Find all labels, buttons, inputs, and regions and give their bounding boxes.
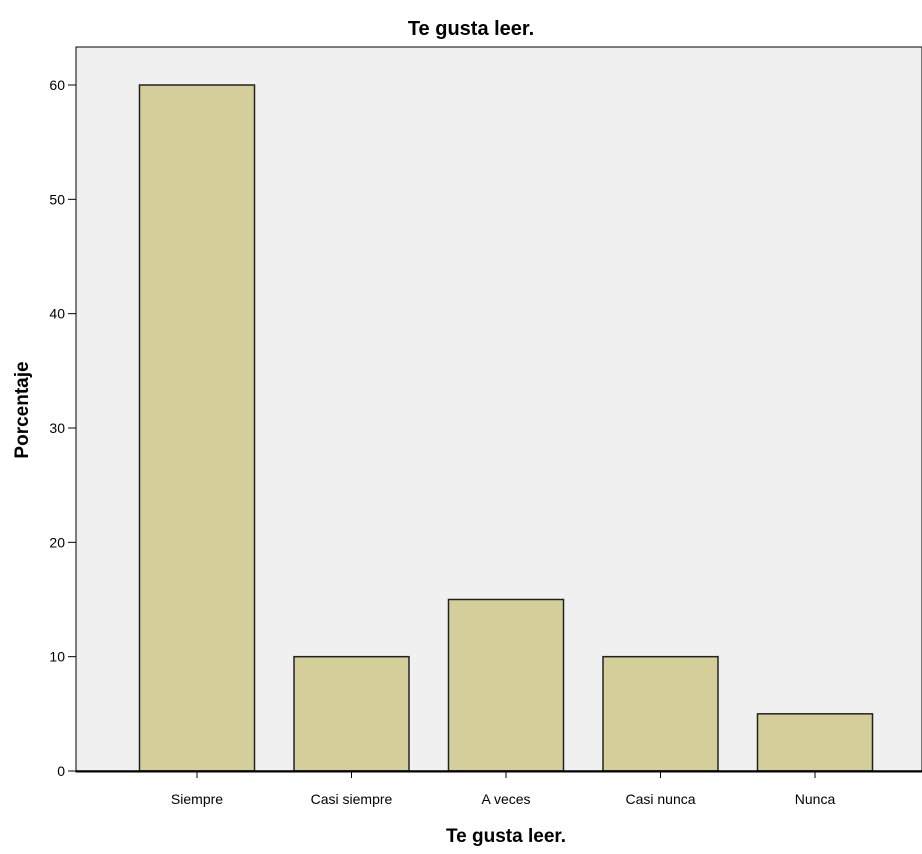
y-tick-label: 40: [49, 306, 65, 322]
y-axis-label: Porcentaje: [12, 361, 33, 458]
y-axis: 0 10 20 30 40 50 60: [49, 47, 77, 779]
y-tick-label: 60: [49, 77, 65, 93]
x-tick-label: Casi siempre: [311, 791, 393, 807]
x-tick-label: Nunca: [795, 791, 836, 807]
y-tick-label: 50: [49, 191, 65, 207]
x-axis-label: Te gusta leer.: [446, 826, 566, 847]
x-tick-label: Siempre: [171, 791, 223, 807]
y-tick-label: 20: [49, 534, 65, 550]
y-tick-label: 30: [49, 420, 65, 436]
y-tick-label: 0: [57, 763, 65, 779]
bar: [293, 655, 410, 772]
x-tick-label: A veces: [481, 791, 530, 807]
chart-title: Te gusta leer.: [408, 18, 534, 40]
bar: [138, 84, 256, 772]
x-tick-label: Casi nunca: [625, 791, 695, 807]
x-axis: Siempre Casi siempre A veces Casi nunca Nunc…: [76, 770, 922, 807]
bars-group: [138, 84, 874, 772]
y-tick-label: 10: [49, 649, 65, 665]
bar: [756, 713, 874, 772]
bar: [602, 655, 719, 772]
bar: [447, 598, 565, 772]
